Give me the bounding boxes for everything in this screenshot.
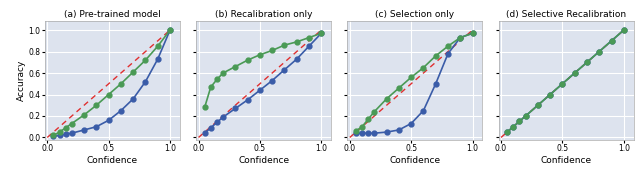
X-axis label: Confidence: Confidence: [389, 156, 440, 165]
Y-axis label: Accuracy: Accuracy: [17, 60, 26, 101]
Title: (a) Pre-trained model: (a) Pre-trained model: [64, 10, 161, 19]
Title: (b) Recalibration only: (b) Recalibration only: [215, 10, 312, 19]
X-axis label: Confidence: Confidence: [541, 156, 591, 165]
Title: (d) Selective Recalibration: (d) Selective Recalibration: [506, 10, 626, 19]
X-axis label: Confidence: Confidence: [238, 156, 289, 165]
X-axis label: Confidence: Confidence: [87, 156, 138, 165]
Title: (c) Selection only: (c) Selection only: [375, 10, 454, 19]
